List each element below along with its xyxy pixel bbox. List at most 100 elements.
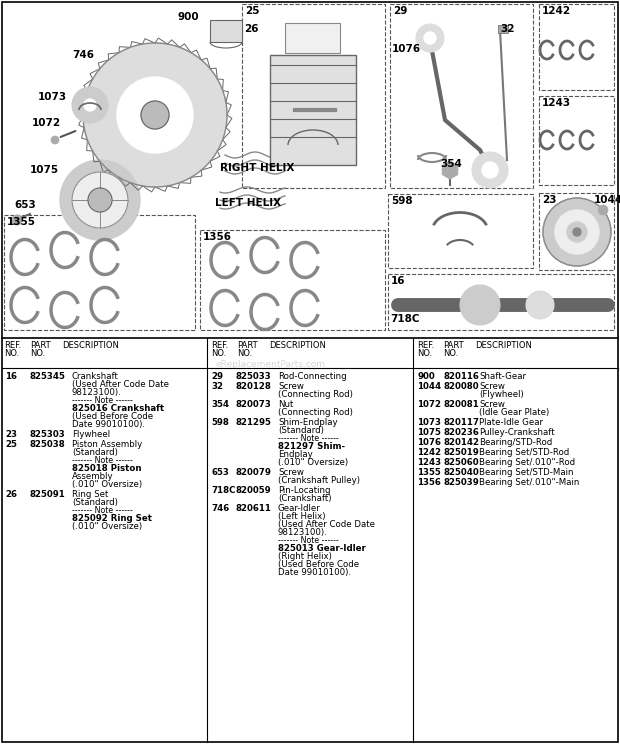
Text: 820117: 820117	[443, 418, 479, 427]
Text: 1073: 1073	[38, 92, 67, 102]
Text: 23: 23	[5, 430, 17, 439]
Text: Nut: Nut	[278, 400, 293, 409]
Text: ------- Note ------: ------- Note ------	[72, 396, 133, 405]
Text: 1242: 1242	[417, 448, 441, 457]
Text: 825303: 825303	[30, 430, 66, 439]
Text: 1075: 1075	[30, 165, 59, 175]
Text: Bearing Set/STD-Main: Bearing Set/STD-Main	[479, 468, 574, 477]
Text: RIGHT HELIX: RIGHT HELIX	[220, 163, 294, 173]
Bar	[210, 20, 242, 42]
Text: 820142: 820142	[443, 438, 479, 447]
Bar	[4, 215, 195, 330]
Text: 746: 746	[211, 504, 229, 513]
Circle shape	[141, 101, 169, 129]
Text: eReplacementParts.com: eReplacementParts.com	[215, 360, 325, 369]
Text: REF.: REF.	[211, 341, 228, 350]
Circle shape	[460, 285, 500, 325]
Text: Plate-Idle Gear: Plate-Idle Gear	[479, 418, 543, 427]
Circle shape	[482, 162, 498, 178]
Circle shape	[88, 188, 112, 212]
Text: (Right Helix): (Right Helix)	[278, 552, 332, 561]
Text: ------- Note ------: ------- Note ------	[72, 456, 133, 465]
Text: Bearing Set/STD-Rod: Bearing Set/STD-Rod	[479, 448, 569, 457]
Bar	[242, 4, 385, 188]
Text: (Standard): (Standard)	[278, 426, 324, 435]
Text: NO.: NO.	[211, 349, 226, 358]
Text: Bearing Set/.010"-Main: Bearing Set/.010"-Main	[479, 478, 579, 487]
Text: Screw: Screw	[278, 382, 304, 391]
Text: 16: 16	[391, 276, 405, 286]
Bar	[388, 274, 614, 330]
Text: Piston Assembly: Piston Assembly	[72, 440, 142, 449]
Text: (Used Before Code: (Used Before Code	[278, 560, 359, 569]
Text: 718C: 718C	[211, 486, 236, 495]
Text: 825091: 825091	[30, 490, 66, 499]
Text: 1076: 1076	[417, 438, 441, 447]
Text: Shaft-Gear: Shaft-Gear	[479, 372, 526, 381]
Text: NO.: NO.	[237, 349, 252, 358]
Text: Screw: Screw	[479, 400, 505, 409]
Text: 825038: 825038	[30, 440, 66, 449]
Text: 825016 Crankshaft: 825016 Crankshaft	[72, 404, 164, 413]
Text: 598: 598	[211, 418, 229, 427]
Circle shape	[83, 43, 227, 187]
Text: Ring Set: Ring Set	[72, 490, 108, 499]
Text: 1075: 1075	[417, 428, 441, 437]
Bar	[285, 23, 340, 53]
Text: 1355: 1355	[7, 217, 36, 227]
Text: 820116: 820116	[443, 372, 479, 381]
Text: REF.: REF.	[417, 341, 434, 350]
Text: 653: 653	[211, 468, 229, 477]
Text: 900: 900	[417, 372, 435, 381]
Text: 29: 29	[393, 6, 407, 16]
Text: 820128: 820128	[236, 382, 272, 391]
Text: 26: 26	[5, 490, 17, 499]
Text: 29: 29	[211, 372, 223, 381]
Text: 718C: 718C	[390, 314, 420, 324]
Text: 1044: 1044	[594, 195, 620, 205]
Text: 746: 746	[72, 50, 94, 60]
Text: Pin-Locating: Pin-Locating	[278, 486, 330, 495]
Text: PART: PART	[443, 341, 464, 350]
Circle shape	[416, 24, 444, 52]
Text: Date 99010100).: Date 99010100).	[278, 568, 351, 577]
Text: (Used After Code Date: (Used After Code Date	[278, 520, 375, 529]
Text: (Connecting Rod): (Connecting Rod)	[278, 408, 353, 417]
Circle shape	[117, 77, 193, 153]
Text: NO.: NO.	[443, 349, 458, 358]
Text: 653: 653	[14, 200, 36, 210]
Text: 1356: 1356	[203, 232, 232, 242]
Circle shape	[526, 291, 554, 319]
Text: 820236: 820236	[443, 428, 479, 437]
Text: 820611: 820611	[236, 504, 272, 513]
Text: (Flywheel): (Flywheel)	[479, 390, 524, 399]
Text: Screw: Screw	[278, 468, 304, 477]
Text: NO.: NO.	[4, 349, 19, 358]
Text: 821297 Shim-: 821297 Shim-	[278, 442, 345, 451]
Text: 825345: 825345	[30, 372, 66, 381]
Text: Shim-Endplay: Shim-Endplay	[278, 418, 338, 427]
Circle shape	[573, 228, 581, 236]
Text: 825013 Gear-Idler: 825013 Gear-Idler	[278, 544, 366, 553]
Text: PART: PART	[237, 341, 258, 350]
Circle shape	[72, 87, 108, 123]
Text: 825060: 825060	[443, 458, 479, 467]
Text: 825039: 825039	[443, 478, 479, 487]
Text: 1356: 1356	[417, 478, 441, 487]
Text: DESCRIPTION: DESCRIPTION	[269, 341, 326, 350]
Text: (Used After Code Date: (Used After Code Date	[72, 380, 169, 389]
Text: 825018 Piston: 825018 Piston	[72, 464, 141, 473]
Text: (Left Helix): (Left Helix)	[278, 512, 326, 521]
Text: 26: 26	[244, 24, 259, 34]
Text: 98123100).: 98123100).	[72, 388, 122, 397]
Text: 598: 598	[391, 196, 413, 206]
Text: REF.: REF.	[4, 341, 21, 350]
Text: Pulley-Crankshaft: Pulley-Crankshaft	[479, 428, 555, 437]
Text: 820073: 820073	[236, 400, 272, 409]
Text: 820081: 820081	[443, 400, 479, 409]
Text: 25: 25	[245, 6, 260, 16]
Bar	[390, 4, 533, 188]
Text: Bearing/STD-Rod: Bearing/STD-Rod	[479, 438, 552, 447]
Text: Bearing Set/.010"-Rod: Bearing Set/.010"-Rod	[479, 458, 575, 467]
Text: 825033: 825033	[236, 372, 272, 381]
